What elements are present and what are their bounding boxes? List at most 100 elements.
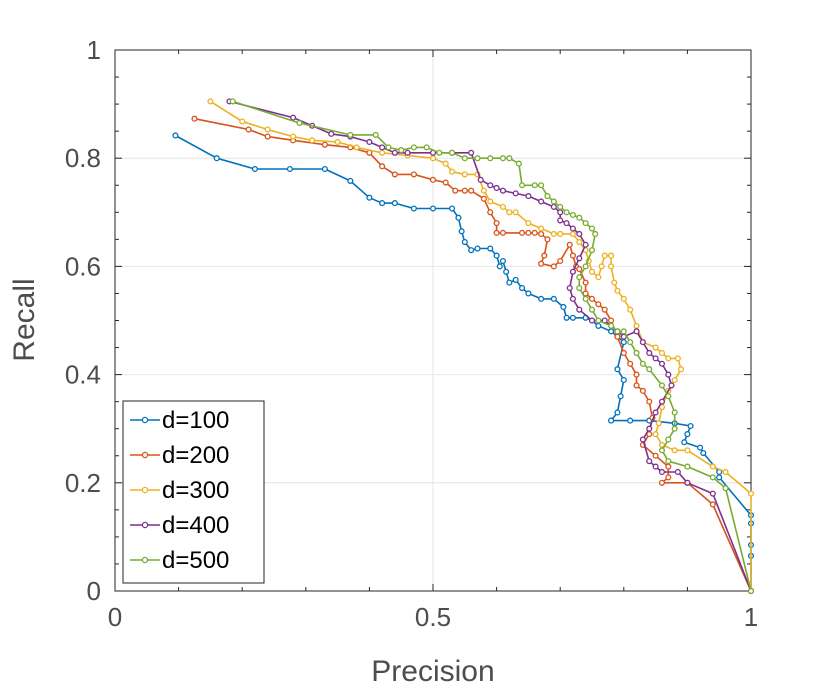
data-point-d-300 [557,230,564,237]
data-point-d-400 [550,203,557,210]
legend-item-d-300: d=300 [130,477,229,504]
data-point-d-500 [684,463,691,470]
legend-marker-d-300 [141,486,149,494]
data-point-d-100 [614,366,621,373]
axis-ticks [114,49,752,592]
data-point-d-300 [480,187,487,194]
data-point-d-200 [487,209,494,216]
data-point-d-200 [461,187,468,194]
data-point-d-300 [264,126,271,133]
y-tick-label: 0.2 [65,468,101,498]
data-point-d-400 [404,149,411,156]
data-point-d-200 [493,229,500,236]
data-point-d-100 [449,205,456,212]
data-point-d-300 [611,279,618,286]
data-point-d-400 [646,425,653,432]
data-point-d-400 [652,463,659,470]
data-point-d-300 [658,349,666,357]
data-point-d-400 [684,479,691,486]
data-point-d-400 [709,490,716,497]
data-point-d-300 [633,322,640,329]
data-point-d-200 [557,257,564,265]
data-point-d-500 [531,182,538,189]
data-point-d-400 [563,220,570,227]
data-point-d-300 [461,171,468,178]
series-d-400 [226,98,755,595]
data-point-d-200 [480,195,487,202]
data-point-d-500 [595,317,602,324]
series-group [172,98,755,595]
data-point-d-500 [709,474,716,481]
data-point-d-100 [608,328,615,335]
data-point-d-300 [379,149,386,156]
data-point-d-300 [722,468,729,476]
data-point-d-500 [372,131,379,138]
data-point-d-500 [582,220,589,227]
data-point-d-200 [321,141,328,148]
data-point-d-500 [658,447,666,454]
data-point-d-100 [687,422,694,430]
data-point-d-300 [614,287,621,294]
data-point-d-400 [525,193,532,200]
data-point-d-200 [541,252,548,259]
data-point-d-500 [722,485,729,492]
legend-label-d-300: d=300 [162,477,229,504]
y-tick-label: 0.4 [65,360,101,390]
data-point-d-500 [627,339,634,346]
data-point-d-100 [455,214,462,221]
y-tick-label: 0.8 [65,143,101,173]
data-point-d-500 [588,247,596,254]
legend-label-d-200: d=200 [162,442,229,469]
data-point-d-500 [487,155,494,162]
data-point-d-500 [614,328,621,335]
data-point-d-200 [245,126,252,133]
data-point-d-400 [588,317,596,324]
data-point-d-100 [379,200,386,207]
data-point-d-300 [499,203,507,210]
data-point-d-100 [525,290,532,297]
data-point-d-500 [385,144,392,151]
data-point-d-500 [515,160,522,167]
data-point-d-400 [668,382,675,389]
data-point-d-200 [665,474,672,481]
data-point-d-300 [684,447,691,454]
data-point-d-200 [518,229,526,236]
data-point-d-500 [665,393,672,400]
data-point-d-200 [544,236,551,243]
data-point-d-500 [592,230,599,237]
data-point-d-200 [379,163,386,170]
data-point-d-200 [627,360,634,367]
data-point-d-500 [296,119,303,127]
data-point-d-200 [569,252,576,259]
x-tick-label: 0 [108,602,122,632]
data-point-d-100 [321,165,328,173]
data-point-d-300 [429,155,437,162]
data-point-d-200 [665,463,672,470]
data-point-d-400 [477,176,484,183]
data-point-d-300 [512,209,519,216]
legend-marker-d-200 [141,451,149,459]
data-point-d-300 [608,263,615,270]
data-point-d-300 [588,268,596,275]
data-point-d-100 [213,155,220,162]
data-point-d-200 [595,301,602,308]
data-point-d-300 [608,252,615,259]
data-point-d-100 [506,279,513,286]
data-point-d-500 [620,328,627,335]
grid-lines [115,50,751,591]
data-point-d-300 [290,133,297,140]
data-point-d-100 [620,339,627,346]
data-point-d-500 [665,458,672,465]
x-tick-label: 1 [744,602,758,632]
data-point-d-100 [620,376,627,384]
data-point-d-300 [620,295,627,302]
data-point-d-100 [366,194,373,201]
data-point-d-200 [391,171,398,178]
data-point-d-400 [639,339,646,346]
data-point-d-100 [286,165,293,173]
data-point-d-500 [461,155,468,162]
data-point-d-300 [334,138,341,146]
data-point-d-300 [598,263,605,270]
data-point-d-200 [652,452,659,459]
data-point-d-100 [429,205,437,212]
